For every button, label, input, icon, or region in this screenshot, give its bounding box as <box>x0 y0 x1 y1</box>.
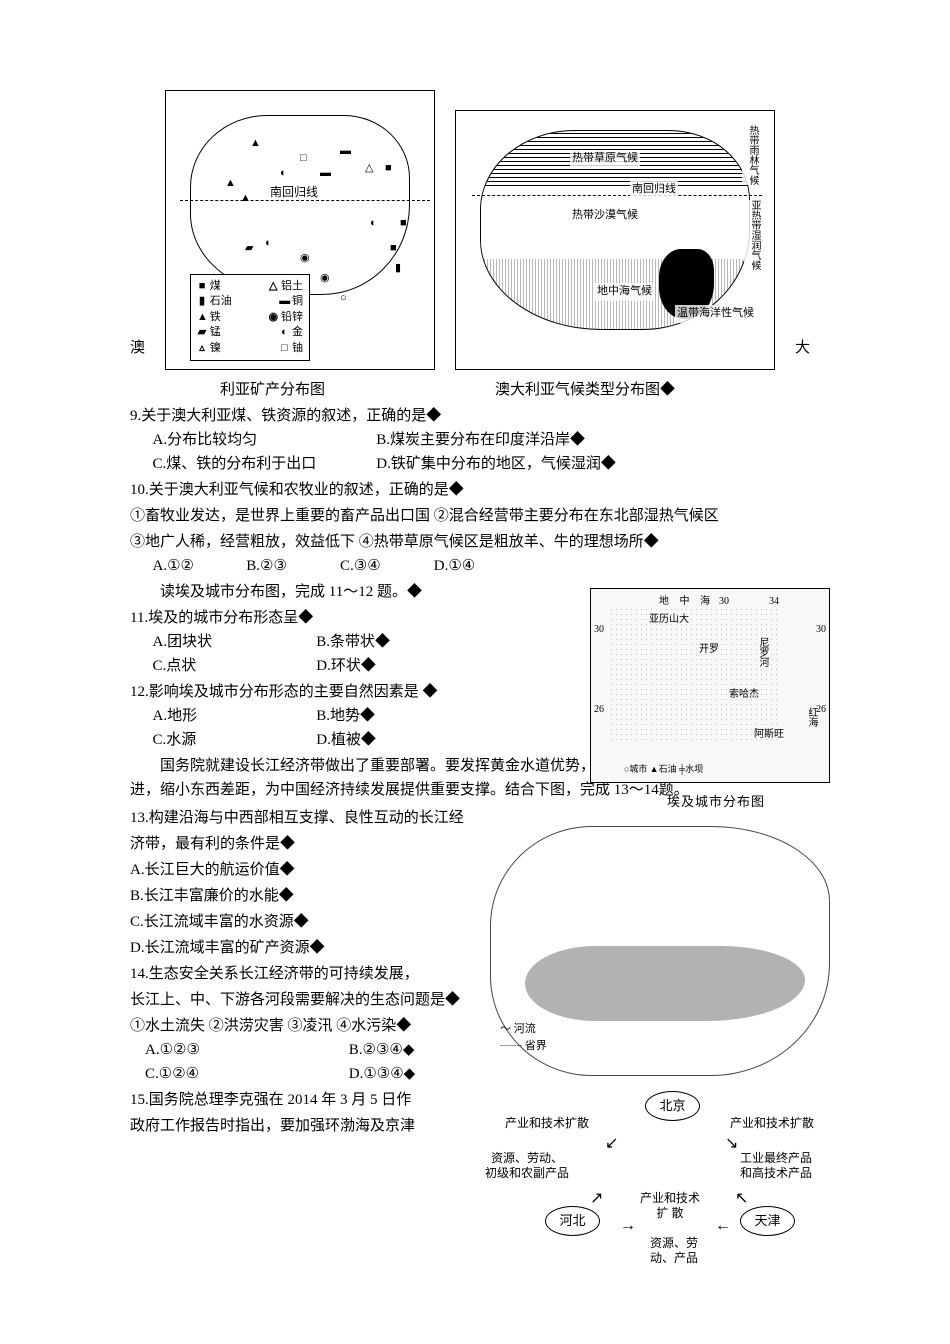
q13-option-c: C.长江流域丰富的水资源◆ <box>130 910 510 934</box>
q10-option-b: B.②③ <box>246 554 336 578</box>
q13-option-d: D.长江流域丰富的矿产资源◆ <box>130 936 510 960</box>
diagram-products-label: 工业最终产品 和高技术产品 <box>740 1151 812 1181</box>
q9-option-c: C.煤、铁的分布利于出口 <box>153 452 373 476</box>
climate-savanna-label: 热带草原气候 <box>570 150 640 168</box>
side-char-left: 澳 <box>130 336 145 370</box>
river-legend-line2: ┈┈ 省界 <box>500 1038 547 1055</box>
climate-desert-label: 热带沙漠气候 <box>570 207 640 225</box>
q14-option-c: C.①②④ <box>145 1062 345 1086</box>
bubble-beijing: 北京 <box>645 1091 700 1121</box>
q9-stem: 9.关于澳大利亚煤、铁资源的叙述，正确的是◆ <box>130 404 820 428</box>
climate-tropic-label: 南回归线 <box>630 181 678 199</box>
australia-climate-map: 热带草原气候 南回归线 热带沙漠气候 地中海气候 温带海洋性气候 热带雨林气候 … <box>455 110 775 370</box>
q13-option-b: B.长江丰富廉价的水能◆ <box>130 884 510 908</box>
q12-option-a: A.地形 <box>153 704 313 728</box>
australia-minerals-map: 南回归线 ▲ □ ▬ ◐ ▬ △ ■ ▲ ▲ ◐ ■ ◐ ▰ ◉ ■ ▮ ▵ △… <box>165 90 435 370</box>
climate-map-caption: 澳大利亚气候类型分布图◆ <box>495 378 675 402</box>
diagram-resources-label: 资源、劳动、 初级和农副产品 <box>485 1151 569 1181</box>
climate-rainforest-label: 热带雨林气候 <box>742 125 762 185</box>
q11-option-c: C.点状 <box>153 654 313 678</box>
q12-option-d: D.植被◆ <box>316 728 376 752</box>
q13-stem1: 13.构建沿海与中西部相互支撑、良性互动的长江经 <box>130 806 510 830</box>
q9-option-b: B.煤炭主要分布在印度洋沿岸◆ <box>376 428 585 452</box>
egypt-map: 地 中 海 30 34 亚历山大 30 30 开罗 尼罗河 索哈杰 26 26 … <box>590 588 830 783</box>
q14-option-d: D.①③④◆ <box>349 1062 415 1086</box>
q15-line1: 15.国务院总理李克强在 2014 年 3 月 5 日作 <box>130 1088 510 1112</box>
q10-line2: ③地广人稀，经营粗放，效益低下 ④热带草原气候区是粗放羊、牛的理想场所◆ <box>130 530 820 554</box>
q14-line1: ①水土流失 ②洪涝灾害 ③凌汛 ④水污染◆ <box>130 1014 510 1038</box>
q13-stem2: 济带，最有利的条件是◆ <box>130 832 510 856</box>
q12-option-b: B.地势◆ <box>316 704 375 728</box>
q13-option-a: A.长江巨大的航运价值◆ <box>130 858 510 882</box>
river-legend-line1: ～ 河流 <box>500 1021 547 1038</box>
q11-option-a: A.团块状 <box>153 630 313 654</box>
q10-option-a: A.①② <box>153 554 243 578</box>
q14-stem2: 长江上、中、下游各河段需要解决的生态问题是◆ <box>130 988 510 1012</box>
q10-line1: ①畜牧业发达，是世界上重要的畜产品出口国 ②混合经营带主要分布在东北部湿热气候区 <box>130 504 820 528</box>
q10-option-d: D.①④ <box>434 554 475 578</box>
diagram-tech-spread-bottom: 产业和技术 扩 散 <box>640 1191 700 1221</box>
climate-subtropical-label: 亚热带湿润气候 <box>744 200 764 270</box>
q11-option-b: B.条带状◆ <box>316 630 390 654</box>
q14-stem1: 14.生态安全关系长江经济带的可持续发展， <box>130 962 510 986</box>
minerals-legend: ■ 煤△ 铝土 ▮ 石油▬ 铜 ▲ 铁◉ 铅锌 ▰ 锰◐ 金 ▵ 镍□ 铀 <box>190 274 310 361</box>
china-yangtze-map: ～ 河流 ┈┈ 省界 北京 河北 天津 产业和技术扩散 产业和技术扩散 资源、劳… <box>490 826 840 1246</box>
q9-option-a: A.分布比较均匀 <box>153 428 373 452</box>
climate-med-label: 地中海气候 <box>595 283 654 301</box>
region-cooperation-diagram: 北京 河北 天津 产业和技术扩散 产业和技术扩散 资源、劳动、 初级和农副产品 … <box>490 1091 840 1251</box>
q14-option-a: A.①②③ <box>145 1038 345 1062</box>
side-char-right: 大 <box>795 336 810 370</box>
q9-option-d: D.铁矿集中分布的地区，气候湿润◆ <box>376 452 616 476</box>
diagram-resources-bottom: 资源、劳 动、产品 <box>650 1236 698 1266</box>
diagram-tech-spread-left: 产业和技术扩散 <box>505 1116 589 1131</box>
q12-option-c: C.水源 <box>153 728 313 752</box>
q11-option-d: D.环状◆ <box>316 654 376 678</box>
q10-option-c: C.③④ <box>340 554 430 578</box>
minerals-map-caption: 利亚矿产分布图 <box>220 378 325 402</box>
q14-option-b: B.②③④◆ <box>349 1038 415 1062</box>
q15-line2: 政府工作报告时指出，要加强环渤海及京津 <box>130 1114 510 1138</box>
climate-temperate-label: 温带海洋性气候 <box>675 305 756 323</box>
tropic-label: 南回归线 <box>270 183 318 202</box>
q10-stem: 10.关于澳大利亚气候和农牧业的叙述，正确的是◆ <box>130 478 820 502</box>
diagram-tech-spread-right: 产业和技术扩散 <box>730 1116 814 1131</box>
